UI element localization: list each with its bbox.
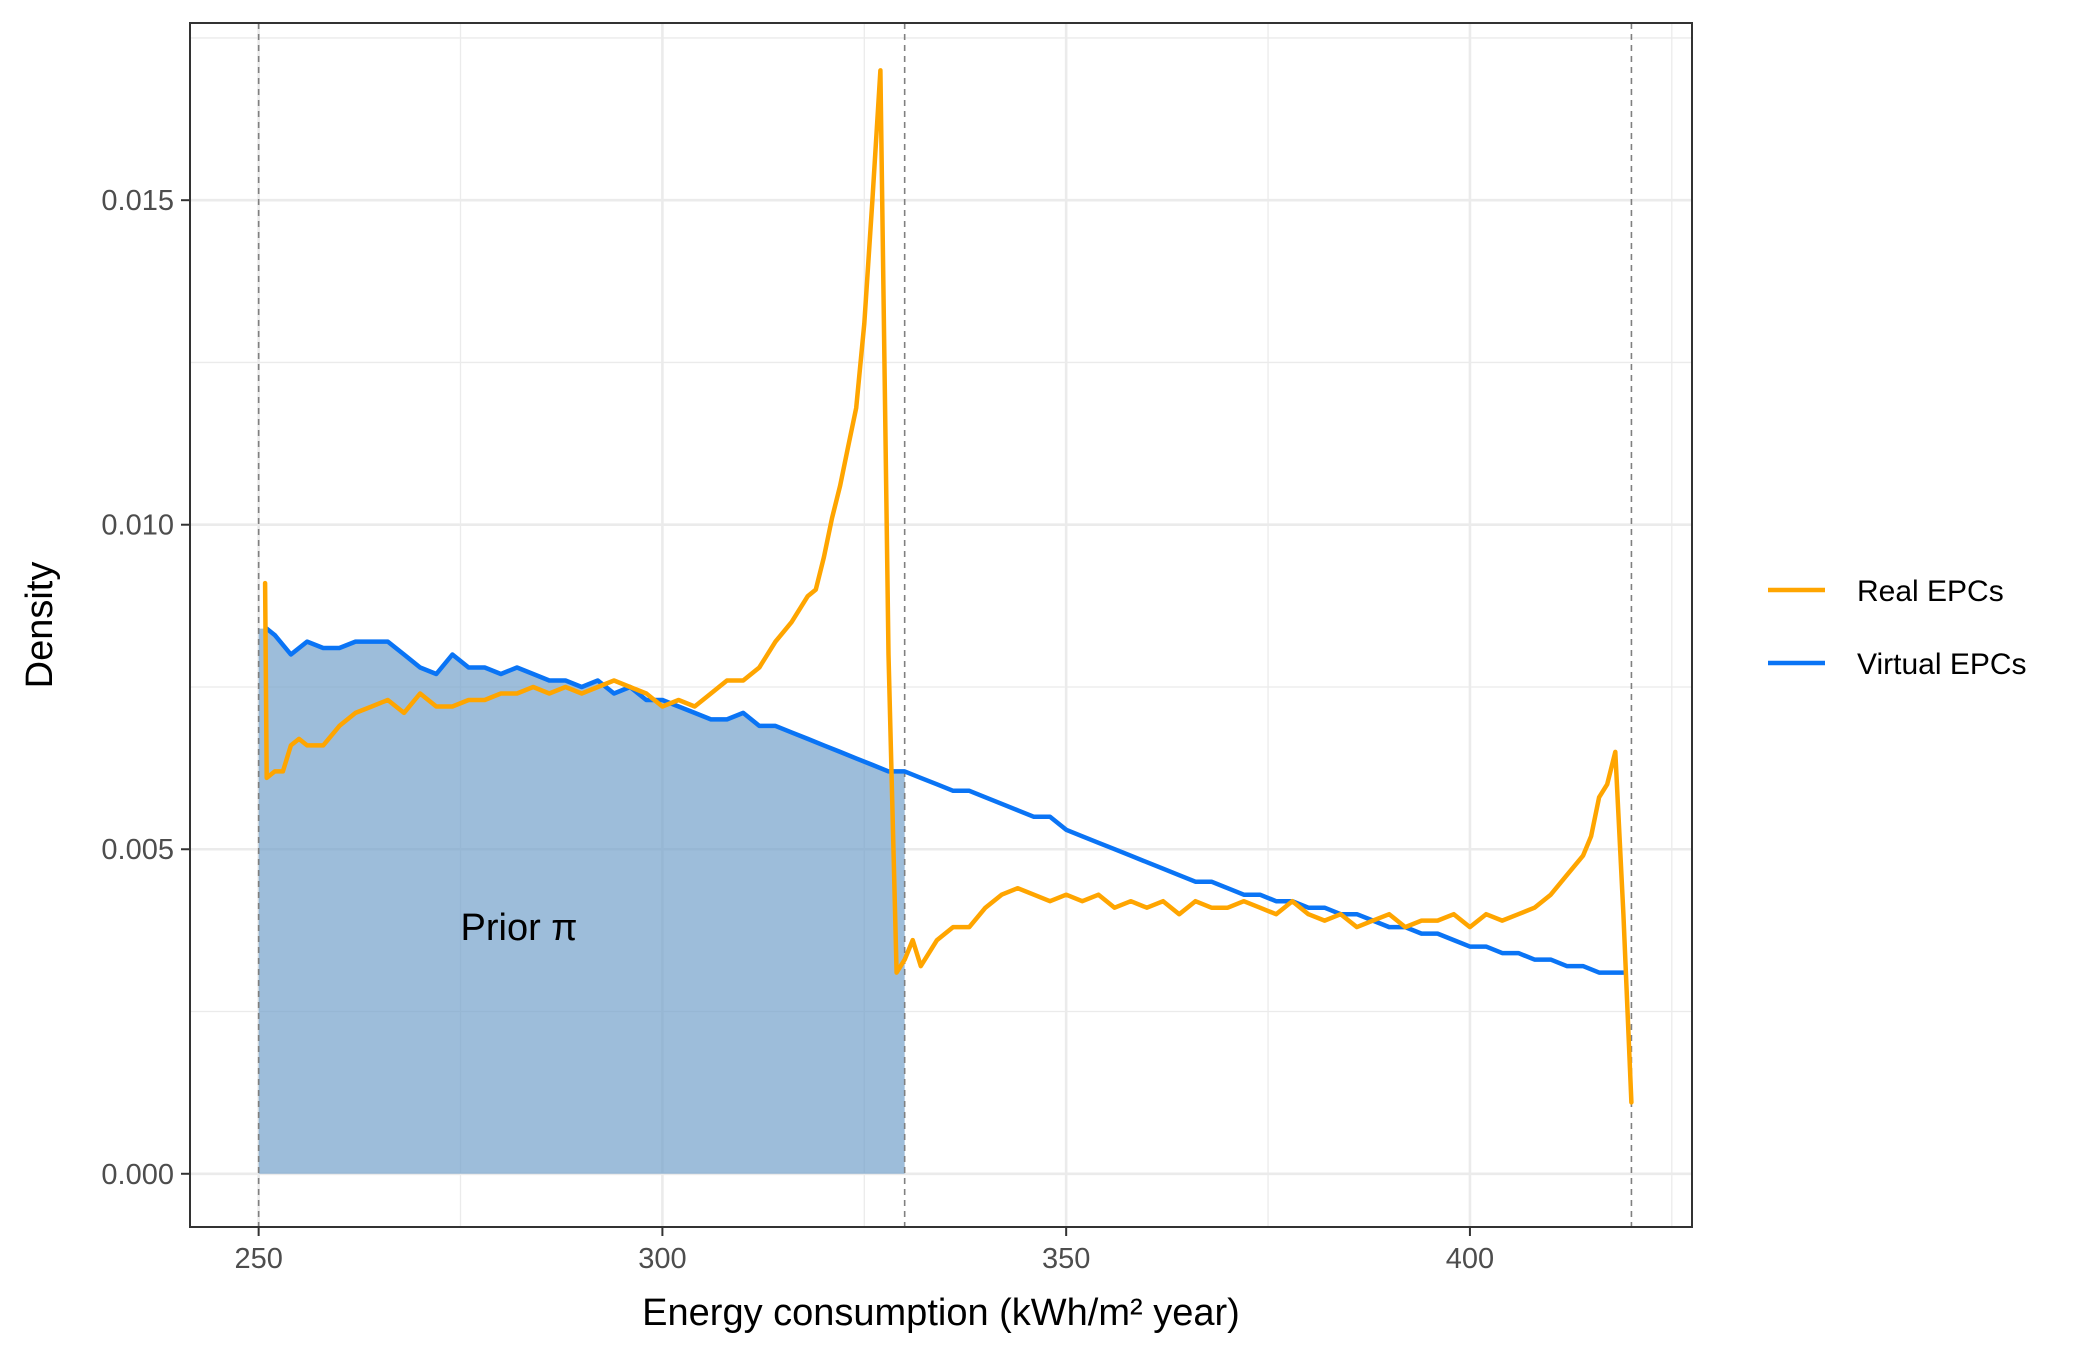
real-epcs-line (262, 68, 1634, 1105)
prior-annotation: Prior π (461, 907, 578, 949)
panel-border (189, 22, 1693, 1228)
x-tick-label: 300 (638, 1243, 686, 1275)
prior-shaded-region (258, 628, 905, 1174)
annotation-layer: Prior π (461, 907, 578, 949)
y-axis-title: Density (19, 562, 61, 689)
prior-area (258, 628, 905, 1174)
y-tick-label: 0.015 (101, 185, 174, 217)
y-tick-label: 0.005 (101, 834, 174, 866)
panel-frame (189, 22, 1693, 1228)
legend-label-virtual-epcs: Virtual EPCs (1857, 648, 2027, 681)
reference-vlines (257, 23, 1633, 1227)
y-tick-label: 0.000 (101, 1159, 174, 1191)
x-axis: 250 300 350 400 (234, 1227, 1494, 1275)
y-axis: 0.000 0.005 0.010 0.015 (101, 185, 190, 1191)
x-tick-label: 400 (1446, 1243, 1494, 1275)
series-lines (262, 68, 1634, 1105)
y-tick-label: 0.010 (101, 510, 174, 542)
x-tick-label: 250 (234, 1243, 282, 1275)
legend-label-real-epcs: Real EPCs (1857, 575, 2004, 608)
x-tick-label: 350 (1042, 1243, 1090, 1275)
x-axis-title: Energy consumption (kWh/m² year) (642, 1292, 1240, 1334)
legend: Real EPCs Virtual EPCs (1768, 575, 2027, 681)
